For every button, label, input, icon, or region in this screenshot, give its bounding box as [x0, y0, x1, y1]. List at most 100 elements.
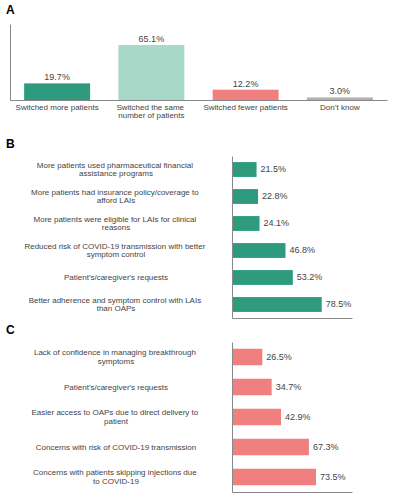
bar [232, 469, 316, 486]
data-label: 67.3% [313, 442, 339, 452]
data-label: 46.8% [289, 245, 315, 255]
label-line: Easier access to OAPs due to direct deli… [32, 408, 201, 417]
label-line: Concerns with patients skipping injectio… [33, 468, 199, 477]
axis-line [10, 25, 11, 101]
bar [232, 189, 258, 204]
bar [232, 216, 260, 231]
data-label: 12.2% [233, 79, 259, 89]
label-line: afford LAIs [97, 196, 136, 205]
panel: C Concerns with patients skipping injecti… [6, 323, 353, 493]
bar [232, 162, 257, 177]
data-label: 22.8% [262, 191, 288, 201]
tick: More patients had insurance policy/cover… [31, 188, 232, 206]
tick-label: Switched fewer patients [203, 103, 288, 112]
axis-line [233, 318, 353, 319]
data-label: 73.5% [320, 472, 346, 482]
label-line: More patients were eligible for LAIs for… [34, 215, 199, 224]
chart-container: ASwitched more patientsSwitched the same… [0, 0, 397, 500]
chart-svg: ASwitched more patientsSwitched the same… [0, 0, 397, 500]
label-line: assistance programs [79, 169, 153, 178]
axis-line [11, 100, 388, 101]
bar [232, 270, 293, 285]
label-line: symptom control [87, 250, 146, 259]
y-axis: Better adherence and symptom control wit… [24, 157, 232, 319]
tick-label: Don’t know [320, 103, 360, 112]
label-line: Concerns with risk of COVID-19 transmiss… [36, 443, 197, 452]
bar [118, 45, 184, 100]
tick-label: More patients were eligible for LAIs for… [34, 215, 199, 233]
tick: Concerns with risk of COVID-19 transmiss… [36, 443, 232, 452]
tick-label: More patients used pharmaceutical financ… [37, 161, 195, 179]
bar [232, 349, 262, 366]
tick-label: Lack of confidence in managing breakthro… [34, 348, 198, 366]
tick-label: Patient's/caregiver's requests [64, 273, 168, 282]
tick-label: Better adherence and symptom control wit… [29, 296, 204, 314]
label-line: Switched more patients [16, 103, 99, 112]
bar [307, 97, 373, 100]
tick: Easier access to OAPs due to direct deli… [32, 408, 232, 426]
tick: Reduced risk of COVID-19 transmission wi… [24, 242, 232, 260]
tick-label: Patient's/caregiver's requests [64, 383, 168, 392]
label-line: patient [104, 417, 129, 426]
label-line: More patients had insurance policy/cover… [31, 188, 201, 197]
tick-label: Switched more patients [16, 103, 99, 112]
tick: Switched more patients [16, 100, 99, 112]
data-label: 3.0% [330, 86, 351, 96]
label-line: Better adherence and symptom control wit… [29, 296, 204, 305]
label-line: Switched the same [116, 103, 186, 112]
data-label: 42.9% [285, 412, 311, 422]
tick-label: Concerns with patients skipping injectio… [33, 468, 199, 486]
bar [232, 297, 322, 312]
axis-line [233, 492, 353, 493]
panel: ASwitched more patientsSwitched the same… [6, 3, 388, 120]
tick: More patients were eligible for LAIs for… [34, 215, 232, 233]
label-line: reasons [102, 223, 130, 232]
label-line: symptoms [98, 357, 134, 366]
tick: Patient's/caregiver's requests [64, 273, 232, 282]
tick: Switched the same number of patients [116, 100, 186, 120]
data-label: 26.5% [266, 352, 292, 362]
bars [232, 349, 316, 486]
tick: Don’t know [320, 100, 360, 112]
panel-title: C [6, 323, 15, 337]
bar [232, 379, 272, 396]
data-labels: 78.5% 53.2% 46.8% 24.1% 22.8% 21.5% [261, 164, 352, 309]
data-labels: 19.7%65.1%12.2%3.0% [44, 34, 350, 96]
y-axis [10, 25, 11, 101]
tick-label: More patients had insurance policy/cover… [31, 188, 201, 206]
tick: Patient's/caregiver's requests [64, 383, 232, 392]
label-line: number of patients [118, 111, 184, 120]
label-line: Reduced risk of COVID-19 transmission wi… [24, 242, 207, 251]
data-label: 21.5% [261, 164, 287, 174]
bars [232, 162, 322, 312]
label-line: Lack of confidence in managing breakthro… [34, 348, 198, 357]
tick: Switched fewer patients [203, 100, 288, 112]
tick: More patients used pharmaceutical financ… [37, 161, 232, 179]
label-line: than OAPs [97, 304, 136, 313]
data-label: 53.2% [297, 272, 323, 282]
data-label: 24.1% [264, 218, 290, 228]
label-line: More patients used pharmaceutical financ… [37, 161, 195, 170]
x-axis: Switched more patients Switched the same … [11, 100, 388, 120]
data-labels: 73.5%67.3%42.9%34.7%26.5% [266, 352, 345, 482]
tick-label: Easier access to OAPs due to direct deli… [32, 408, 201, 426]
bar [232, 409, 281, 426]
panel: BBetter adherence and symptom control wi… [6, 137, 353, 319]
tick-label: Switched the same number of patients [116, 103, 186, 121]
y-axis: Concerns with patients skipping injectio… [32, 343, 233, 493]
bar [213, 90, 279, 100]
axis-line [232, 157, 233, 319]
data-label: 78.5% [326, 299, 352, 309]
tick-label: Reduced risk of COVID-19 transmission wi… [24, 242, 207, 260]
bar [232, 439, 309, 456]
data-label: 19.7% [44, 72, 70, 82]
label-line: Switched fewer patients [203, 103, 288, 112]
label-line: to COVID-19 [93, 477, 139, 486]
tick: Lack of confidence in managing breakthro… [34, 348, 232, 366]
bars [24, 45, 373, 100]
label-line: Don’t know [320, 103, 360, 112]
axis-line [232, 343, 233, 493]
x-axis [233, 492, 353, 493]
tick: Concerns with patients skipping injectio… [33, 468, 232, 486]
tick-label: Concerns with risk of COVID-19 transmiss… [36, 443, 197, 452]
